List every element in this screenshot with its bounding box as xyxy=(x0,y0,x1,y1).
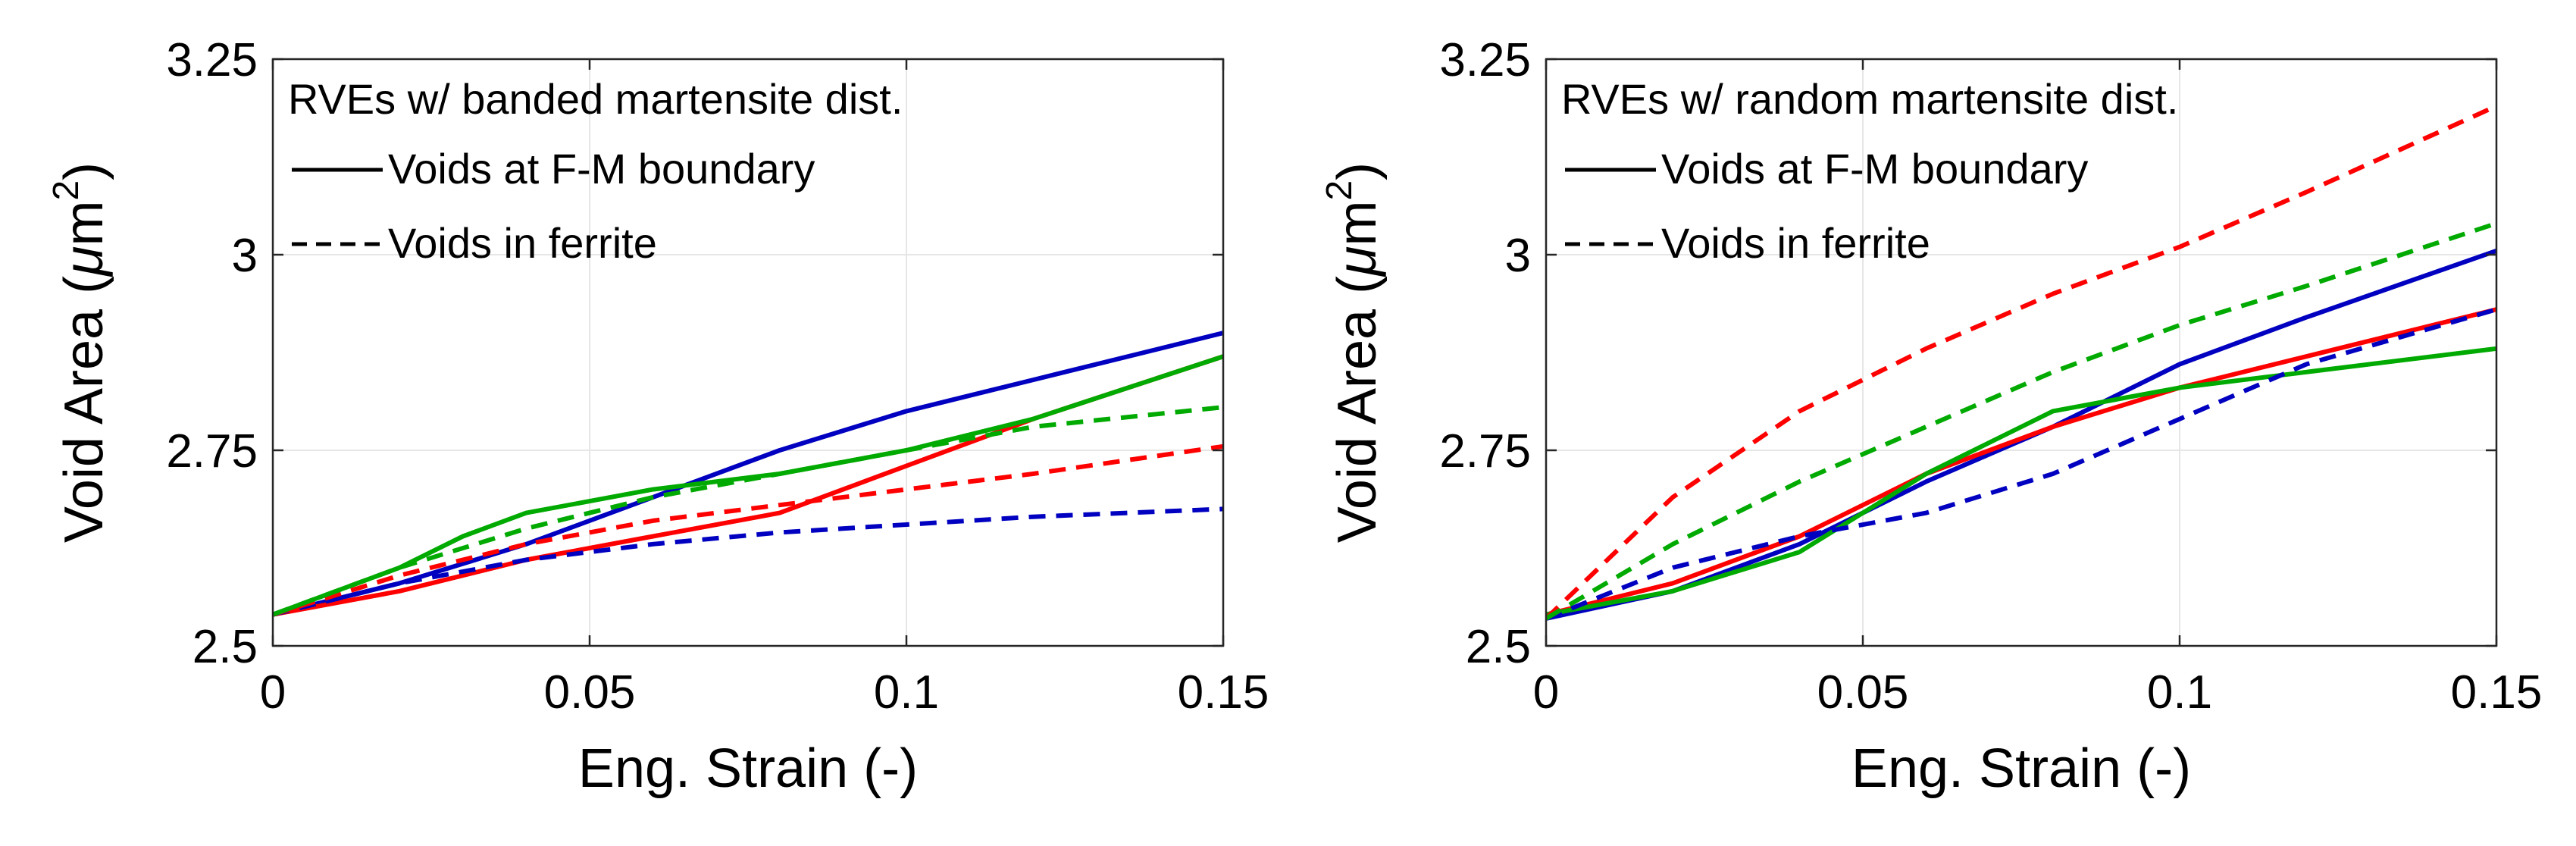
x-tick-label: 0 xyxy=(260,666,286,719)
y-axis-label: Void Area (μm2) xyxy=(1319,162,1388,543)
legend-title: RVEs w/ random martensite dist. xyxy=(1561,75,2178,123)
series-line-blue-solid xyxy=(273,331,1223,617)
legend: RVEs w/ banded martensite dist. Voids at … xyxy=(288,75,903,267)
axes-box xyxy=(271,58,1225,647)
series-line-green-solid xyxy=(273,354,1223,617)
y-tick-label: 3 xyxy=(1505,230,1531,282)
series-line-red-solid xyxy=(1546,307,2496,617)
y-tick-label: 3 xyxy=(232,230,258,282)
y-tick-label: 2.5 xyxy=(1466,621,1531,673)
y-tick-label: 2.75 xyxy=(166,425,258,478)
plot-area xyxy=(1546,59,2496,646)
x-tick-label: 0.05 xyxy=(1817,666,1909,719)
axes-box xyxy=(1545,58,2498,647)
x-axis-label: Eng. Strain (-) xyxy=(1851,738,2191,799)
x-tick-label: 0.15 xyxy=(1178,666,1269,719)
series-line-green-solid xyxy=(1546,346,2496,617)
y-tick-label: 3.25 xyxy=(166,34,258,86)
x-tick-label: 0.1 xyxy=(2147,666,2212,719)
series-group xyxy=(273,331,1223,617)
legend-entry-label: Voids at F-M boundary xyxy=(1661,145,2088,193)
series-line-red-solid xyxy=(273,354,1223,617)
chart-panel-1: 0 0.05 0.1 0.15 2.5 2.75 3 3.25 Eng. Strain (-) V… xyxy=(46,34,1269,799)
y-tick-label: 2.5 xyxy=(192,621,258,673)
legend-entry-label: Voids in ferrite xyxy=(1661,219,1930,267)
x-axis-label: Eng. Strain (-) xyxy=(578,738,918,799)
x-tick-label: 0.1 xyxy=(874,666,939,719)
y-tick-label: 2.75 xyxy=(1439,425,1531,478)
y-axis-label: Void Area (μm2) xyxy=(46,162,114,543)
plot-area xyxy=(273,59,1223,646)
series-line-green-dashed xyxy=(1546,221,2496,621)
x-tick-label: 0.15 xyxy=(2451,666,2543,719)
series-group xyxy=(1546,104,2496,621)
chart-panel-2: 0 0.05 0.1 0.15 2.5 2.75 3 3.25 Eng. Strain (-) V… xyxy=(1319,34,2542,799)
y-tick-label: 3.25 xyxy=(1439,34,1531,86)
series-line-red-dashed xyxy=(1546,104,2496,621)
x-tick-label: 0.05 xyxy=(544,666,636,719)
legend: RVEs w/ random martensite dist. Voids at … xyxy=(1561,75,2178,267)
legend-title: RVEs w/ banded martensite dist. xyxy=(288,75,903,123)
legend-entry-label: Voids at F-M boundary xyxy=(388,145,815,193)
series-line-blue-dashed xyxy=(273,506,1223,617)
x-tick-label: 0 xyxy=(1533,666,1559,719)
legend-entry-label: Voids in ferrite xyxy=(388,219,657,267)
